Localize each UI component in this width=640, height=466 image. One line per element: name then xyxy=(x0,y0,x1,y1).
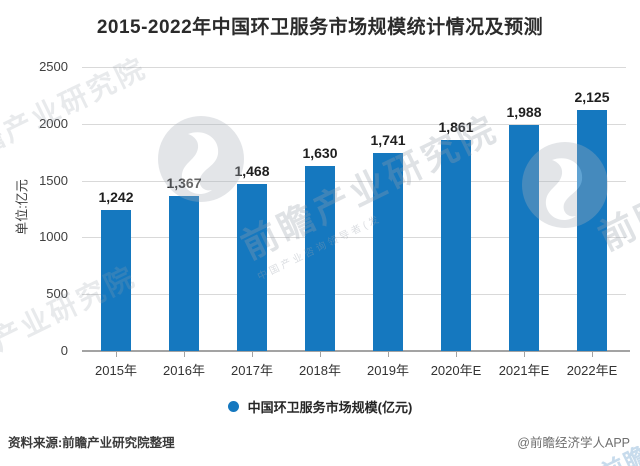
bar-value-label: 1,988 xyxy=(506,104,542,120)
bar xyxy=(577,110,607,351)
x-axis-tick-label: 2022年E xyxy=(566,363,618,378)
gridline xyxy=(82,67,626,68)
bar xyxy=(237,184,267,351)
bar-value-label: 1,630 xyxy=(302,145,338,161)
x-axis-tick xyxy=(388,352,389,357)
x-axis-tick xyxy=(524,352,525,357)
credit-note: @前瞻经济学人APP xyxy=(517,435,630,450)
gridline xyxy=(82,123,626,125)
bar-value-label: 1,861 xyxy=(438,119,474,135)
bar xyxy=(441,140,471,351)
gridline xyxy=(82,180,626,182)
gridline xyxy=(82,237,626,239)
y-axis-tick-label: 2500 xyxy=(39,59,68,74)
y-axis-tick-label: 1500 xyxy=(39,172,68,188)
x-axis-tick xyxy=(456,352,457,357)
legend-label: 中国环卫服务市场规模(亿元) xyxy=(247,399,413,415)
bar-value-label: 1,367 xyxy=(166,175,202,191)
bar xyxy=(305,166,335,351)
bar-value-label: 1,468 xyxy=(234,163,270,179)
y-axis-tick-label: 0 xyxy=(60,343,68,358)
x-axis-tick xyxy=(116,352,117,357)
bar-value-label: 2,125 xyxy=(574,89,610,105)
bar-value-label: 1,741 xyxy=(370,132,406,148)
x-axis-tick-label: 2020年E xyxy=(430,363,482,378)
y-axis-labels: 0 500 1000 1500 2000 2500 xyxy=(0,0,68,466)
y-axis-tick-label: 2000 xyxy=(39,115,68,131)
bar xyxy=(509,125,539,351)
watermark-corner-text: 前瞻产业研究院 xyxy=(596,384,640,466)
x-axis-tick-label: 2016年 xyxy=(163,363,205,378)
x-axis-tick-label: 2021年E xyxy=(498,363,550,378)
x-axis-tick-label: 2018年 xyxy=(299,363,341,378)
plot-area: 1,242 2015年 1,367 2016年 1,468 2017年 1,630 2018年… xyxy=(82,67,630,378)
source-note: 资料来源:前瞻产业研究院整理 xyxy=(8,435,175,450)
bar xyxy=(169,196,199,351)
legend: 中国环卫服务市场规模(亿元) xyxy=(0,397,640,415)
x-axis-tick xyxy=(320,352,321,357)
x-axis-tick-label: 2019年 xyxy=(367,363,409,378)
footer: 资料来源:前瞻产业研究院整理 @前瞻经济学人APP xyxy=(0,430,640,452)
x-axis-line xyxy=(82,350,630,352)
x-axis-tick xyxy=(592,352,593,357)
bar-value-label: 1,242 xyxy=(98,189,134,205)
x-axis-tick-label: 2017年 xyxy=(231,363,273,378)
x-axis-tick-label: 2015年 xyxy=(95,363,137,378)
x-axis-tick xyxy=(184,352,185,357)
gridline xyxy=(82,294,626,296)
legend-marker-icon xyxy=(227,400,239,412)
bar xyxy=(373,153,403,351)
y-axis-tick-label: 500 xyxy=(46,286,68,302)
bar xyxy=(101,210,131,351)
y-axis-tick-label: 1000 xyxy=(39,229,68,245)
chart-title: 2015-2022年中国环卫服务市场规模统计情况及预测 xyxy=(96,17,544,38)
x-axis-tick xyxy=(252,352,253,357)
